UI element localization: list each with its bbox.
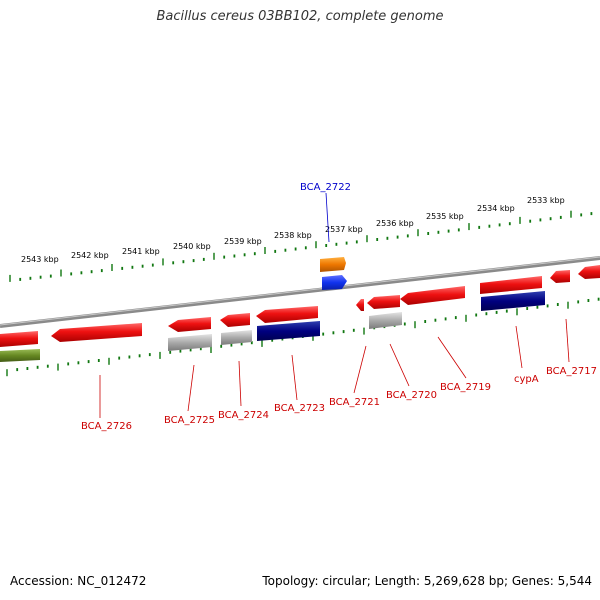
gene-bca-2717-a[interactable] xyxy=(550,270,570,283)
leader-bca-2722 xyxy=(325,192,330,243)
gene-features-forward xyxy=(320,257,347,290)
gene-bca-2724-upper[interactable] xyxy=(220,313,250,327)
gene-leader-lines xyxy=(99,192,570,418)
scale-label: 2537 kbp xyxy=(325,225,363,234)
gene-label-bca-2719[interactable]: BCA_2719 xyxy=(440,382,491,393)
gene-label-bca-2726[interactable]: BCA_2726 xyxy=(81,421,132,432)
scale-label: 2538 kbp xyxy=(274,231,312,240)
gene-bca-2727-partial[interactable] xyxy=(0,331,38,347)
gene-label-bca-2723[interactable]: BCA_2723 xyxy=(274,403,325,414)
leader-bca-2721 xyxy=(353,345,367,394)
gene-bca-2723-navy[interactable] xyxy=(257,321,320,341)
scale-label: 2533 kbp xyxy=(527,196,565,205)
scale-label: 2541 kbp xyxy=(122,247,160,256)
leader-bca-2719 xyxy=(437,336,467,379)
gene-olive-partial[interactable] xyxy=(0,349,40,362)
accession-label: Accession: NC_012472 xyxy=(10,574,147,588)
gene-label-bca-2720[interactable]: BCA_2720 xyxy=(386,390,437,401)
gene-bca-2725-upper[interactable] xyxy=(168,317,211,332)
gene-labels: BCA_2722 BCA_2726 BCA_2725 BCA_2724 BCA_… xyxy=(81,182,597,432)
genome-backbone xyxy=(0,256,600,328)
gene-cypA-navy[interactable] xyxy=(481,291,545,311)
gene-bca-2717-b[interactable] xyxy=(578,265,600,279)
leader-bca-2724 xyxy=(238,360,242,407)
gene-features-reverse xyxy=(0,265,600,362)
gene-bca-2723-upper[interactable] xyxy=(256,306,318,323)
gene-bca-2724-gray[interactable] xyxy=(221,330,252,345)
scale-label: 2539 kbp xyxy=(224,237,262,246)
leader-bca-2725 xyxy=(187,364,195,412)
gene-label-bca-2721[interactable]: BCA_2721 xyxy=(329,397,380,408)
gene-label-bca-2724[interactable]: BCA_2724 xyxy=(218,410,269,421)
gene-bca-2722-blue[interactable] xyxy=(322,275,347,290)
gene-label-bca-2725[interactable]: BCA_2725 xyxy=(164,415,215,426)
scale-label: 2543 kbp xyxy=(21,255,59,264)
gene-bca-2720[interactable] xyxy=(367,295,400,309)
gene-bca-2726[interactable] xyxy=(51,323,142,342)
scale-label: 2536 kbp xyxy=(376,219,414,228)
scale-ticks-upper xyxy=(9,210,593,282)
scale-labels: 2543 kbp 2542 kbp 2541 kbp 2540 kbp 2539… xyxy=(21,196,565,264)
gene-label-bca-2722[interactable]: BCA_2722 xyxy=(300,182,351,193)
gene-cypA[interactable] xyxy=(480,276,542,294)
scale-label: 2535 kbp xyxy=(426,212,464,221)
gene-bca-2722-orange[interactable] xyxy=(320,257,346,272)
gene-bca-2721[interactable] xyxy=(356,299,364,311)
scale-ticks-lower xyxy=(6,297,600,377)
gene-label-cypA[interactable]: cypA xyxy=(514,374,539,385)
genome-summary-label: Topology: circular; Length: 5,269,628 bp… xyxy=(262,574,592,588)
scale-label: 2534 kbp xyxy=(477,204,515,213)
map-title: Bacillus cereus 03BB102, complete genome xyxy=(156,9,444,24)
scale-label: 2542 kbp xyxy=(71,251,109,260)
scale-label: 2540 kbp xyxy=(173,242,211,251)
genome-backbone-highlight xyxy=(0,256,600,326)
leader-bca-2720 xyxy=(389,343,410,387)
gene-bca-2719[interactable] xyxy=(400,286,465,305)
leader-bca-2717 xyxy=(565,318,570,363)
leader-cypA xyxy=(515,325,523,369)
leader-bca-2723 xyxy=(291,354,298,401)
gene-label-bca-2717[interactable]: BCA_2717 xyxy=(546,366,597,377)
gene-bca-2725-gray[interactable] xyxy=(168,334,212,351)
gene-bca-2720-gray[interactable] xyxy=(369,312,402,329)
